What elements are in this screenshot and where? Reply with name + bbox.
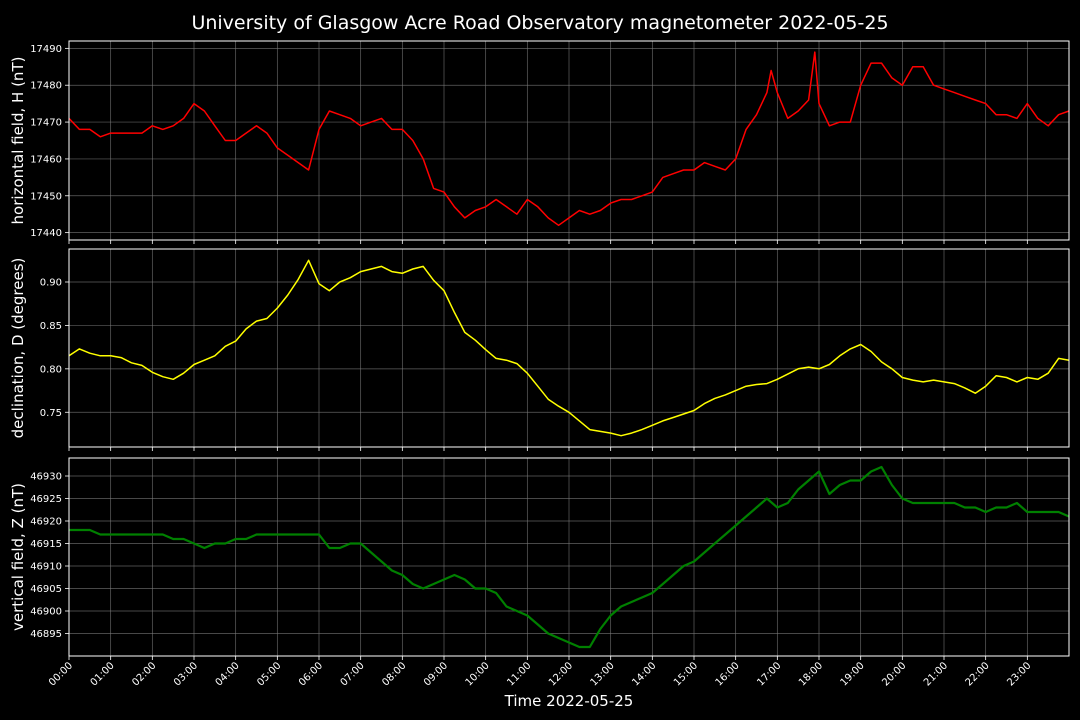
y-axis-label: horizontal field, H (nT) — [9, 57, 27, 225]
series-line-h — [68, 51, 1070, 227]
panel-z: 46895 46900 46905 46910 46915 46920 46925 46930… — [9, 457, 1070, 660]
y-tick-label: 46915 — [30, 539, 62, 550]
panel-d: 0.75 0.80 0.85 0.90 declination, D (degrees) — [9, 248, 1070, 451]
y-tick-label: 17480 — [30, 81, 62, 92]
y-tick-label: 46895 — [30, 629, 62, 640]
y-tick-label: 0.80 — [40, 364, 62, 375]
axes-frame — [68, 457, 1070, 657]
y-tick-label: 46930 — [30, 472, 62, 483]
y-tick-label: 17470 — [30, 118, 62, 129]
y-tick-label: 17490 — [30, 44, 62, 55]
series-line-z — [69, 465, 1070, 649]
y-axis-label: declination, D (degrees) — [9, 258, 27, 439]
y-axis-label: vertical field, Z (nT) — [9, 483, 27, 631]
chart-title: University of Glasgow Acre Road Observat… — [191, 12, 888, 34]
y-tick-label: 46920 — [30, 517, 62, 528]
axes-frame — [68, 40, 1070, 241]
y-tick-label: 0.75 — [40, 408, 62, 419]
y-tick-label: 46900 — [30, 607, 62, 618]
y-tick-label: 0.90 — [40, 278, 62, 289]
y-tick-label: 0.85 — [40, 321, 62, 332]
y-tick-label: 17440 — [30, 228, 62, 239]
y-tick-label: 17450 — [30, 191, 62, 202]
y-tick-label: 17460 — [30, 154, 62, 165]
y-tick-label: 46925 — [30, 494, 62, 505]
series-line-d — [68, 259, 1070, 437]
x-axis-label: Time 2022-05-25 — [504, 692, 634, 710]
axes-frame — [68, 248, 1070, 448]
y-tick-label: 46905 — [30, 584, 62, 595]
panel-h: 17440 17450 17460 17470 17480 17490horizontal… — [9, 40, 1070, 244]
y-tick-label: 46910 — [30, 562, 62, 573]
